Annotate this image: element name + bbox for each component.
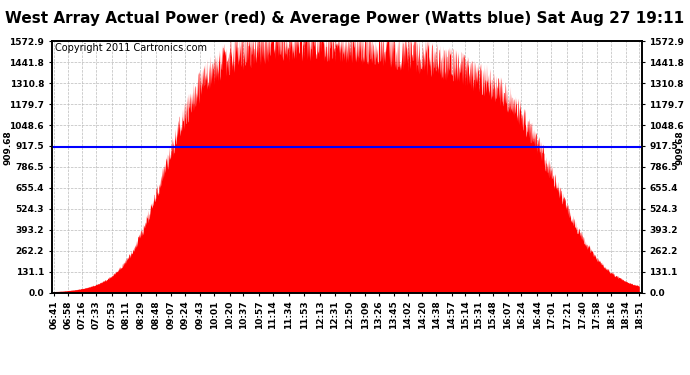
Text: 909.68: 909.68 bbox=[3, 130, 12, 165]
Text: Copyright 2011 Cartronics.com: Copyright 2011 Cartronics.com bbox=[55, 42, 207, 52]
Text: West Array Actual Power (red) & Average Power (Watts blue) Sat Aug 27 19:11: West Array Actual Power (red) & Average … bbox=[6, 11, 684, 26]
Text: 909.68: 909.68 bbox=[676, 130, 684, 165]
